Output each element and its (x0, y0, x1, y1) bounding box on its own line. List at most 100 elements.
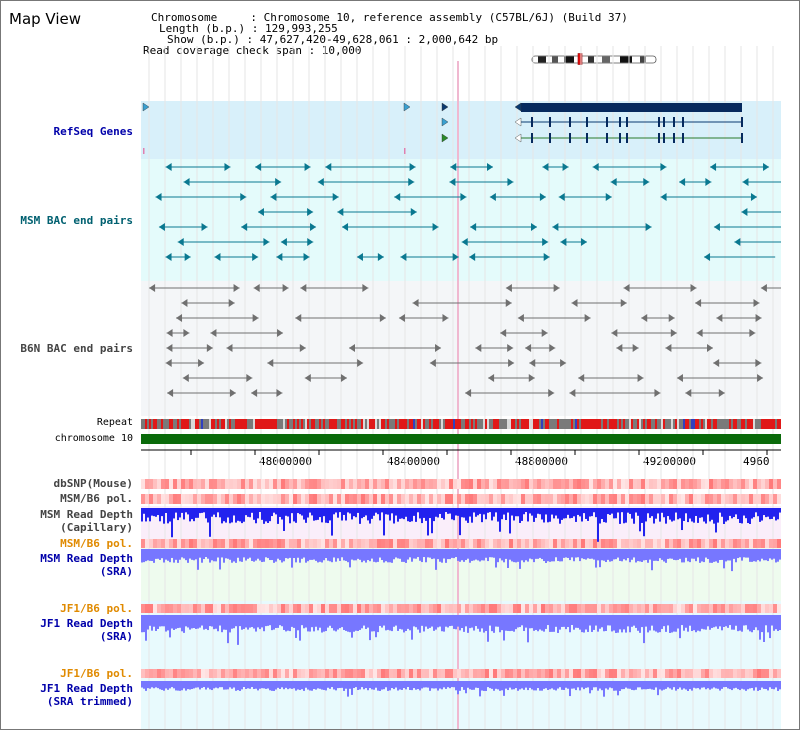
msm-sra-bar (659, 549, 661, 559)
msm-capillary-bar (709, 508, 711, 522)
msm-bac-end (610, 178, 617, 186)
dbsnp-cell (485, 479, 489, 489)
repeat-segment (185, 419, 187, 429)
msm-capillary-bar (531, 508, 533, 516)
jf1-pol2-cell (609, 669, 613, 678)
jf1-sra-bar (715, 615, 717, 627)
msm-pol2-cell (449, 539, 453, 548)
repeat-segment (339, 419, 341, 429)
jf1-trim-bar (763, 681, 765, 689)
repeat-segment (187, 419, 189, 429)
msm-sra-bar (599, 549, 601, 568)
msm-capillary-bar (471, 508, 473, 523)
b6n-bac-end (525, 344, 532, 352)
msm-sra-bar (367, 549, 369, 561)
msm-pol2-cell (289, 539, 293, 548)
dbsnp-cell (541, 479, 545, 489)
jf1-trim-bar (627, 681, 629, 689)
msm-pol-cell (253, 494, 257, 504)
msm-capillary-bar (513, 508, 515, 521)
repeat-segment (725, 419, 727, 429)
jf1-sra-bar (517, 615, 519, 628)
jf1-pol-cell (201, 604, 205, 613)
msm-capillary-bar (493, 508, 495, 517)
jf1-pol-cell (225, 604, 229, 613)
b6n-bac-label[interactable]: B6N BAC end pairs (20, 342, 133, 355)
repeat-segment (617, 419, 619, 429)
msm-pol2-cell (269, 539, 273, 548)
msm-capillary-bar (603, 508, 605, 523)
jf1-sra-bar (381, 615, 383, 628)
jf1-sra-bar (377, 615, 379, 633)
dbsnp-cell (585, 479, 589, 489)
jf1-trim-bar (187, 681, 189, 690)
jf1-trim-bar (693, 681, 695, 688)
msm-depth-capillary-label[interactable]: MSM Read Depth (Capillary) (40, 508, 133, 534)
jf1-depth-trim-label[interactable]: JF1 Read Depth (SRA trimmed) (40, 682, 133, 708)
msm-pol2-cell (233, 539, 237, 548)
chromosome-ideogram[interactable] (530, 53, 658, 65)
jf1-trim-bar (559, 681, 561, 688)
jf1-trim-bar (697, 681, 699, 689)
msm-bac-end (400, 253, 407, 261)
repeat-segment (247, 419, 249, 429)
jf1-sra-bar (755, 615, 757, 628)
msm-pol2-cell (729, 539, 733, 548)
jf1-trim-bar (471, 681, 473, 690)
msm-pol2-cell (277, 539, 281, 548)
msm-sra-bar (199, 549, 201, 558)
msm-pol2-cell (401, 539, 405, 548)
dbsnp-cell (569, 479, 573, 489)
msm-capillary-bar (247, 508, 249, 517)
msm-depth-sra-label[interactable]: MSM Read Depth (SRA) (40, 552, 133, 578)
jf1-pol2-cell (257, 669, 261, 678)
jf1-trim-bar (767, 681, 769, 691)
dbsnp-cell (473, 479, 477, 489)
msm-depth-capillary-line2: (Capillary) (60, 521, 133, 534)
repeat-segment (539, 419, 541, 429)
jf1-trim-bar (429, 681, 431, 691)
msm-bac-label[interactable]: MSM BAC end pairs (20, 214, 133, 227)
gene-tick (143, 148, 145, 154)
dbsnp-cell (709, 479, 713, 489)
msm-capillary-bar (419, 508, 421, 519)
msm-capillary-bar (389, 508, 391, 521)
repeat-segment (707, 419, 709, 429)
msm-sra-bar (375, 549, 377, 563)
jf1-pol2-cell (213, 669, 217, 678)
refseq-genes-label[interactable]: RefSeq Genes (53, 125, 133, 138)
dbsnp-cell (681, 479, 685, 489)
msm-capillary-bar (155, 508, 157, 517)
jf1-sra-bar (771, 615, 773, 626)
jf1-sra-bar (299, 615, 301, 641)
jf1-pol-cell (561, 604, 565, 613)
jf1-sra-bar (439, 615, 441, 627)
msm-capillary-bar (723, 508, 725, 524)
dbsnp-cell (385, 479, 389, 489)
msm-sra-bar (609, 549, 611, 562)
jf1-pol-cell (261, 604, 265, 613)
jf1-trim-bar (635, 681, 637, 690)
jf1-pol-cell (749, 604, 753, 613)
jf1-sra-bar (147, 615, 149, 630)
msm-capillary-bar (299, 508, 301, 515)
msm-b6-pol2-label[interactable]: MSM/B6 pol. (60, 537, 133, 550)
jf1-b6-pol-label[interactable]: JF1/B6 pol. (60, 602, 133, 615)
b6n-bac-end (637, 374, 644, 382)
msm-sra-bar (365, 549, 367, 563)
msm-sra-bar (595, 549, 597, 568)
msm-bac-end (562, 163, 569, 171)
dbsnp-label[interactable]: dbSNP(Mouse) (53, 477, 133, 490)
msm-bac-end (470, 223, 477, 231)
msm-pol2-cell (265, 539, 269, 548)
jf1-b6-pol2-label[interactable]: JF1/B6 pol. (60, 667, 133, 680)
jf1-depth-sra-label[interactable]: JF1 Read Depth (SRA) (40, 617, 133, 643)
jf1-sra-bar (455, 615, 457, 630)
msm-sra-bar (207, 549, 209, 559)
dbsnp-cell (761, 479, 765, 489)
msm-sra-bar (209, 549, 211, 563)
msm-b6-pol-label[interactable]: MSM/B6 pol. (60, 492, 133, 505)
jf1-trim-bar (617, 681, 619, 696)
jf1-pol2-cell (717, 669, 721, 678)
